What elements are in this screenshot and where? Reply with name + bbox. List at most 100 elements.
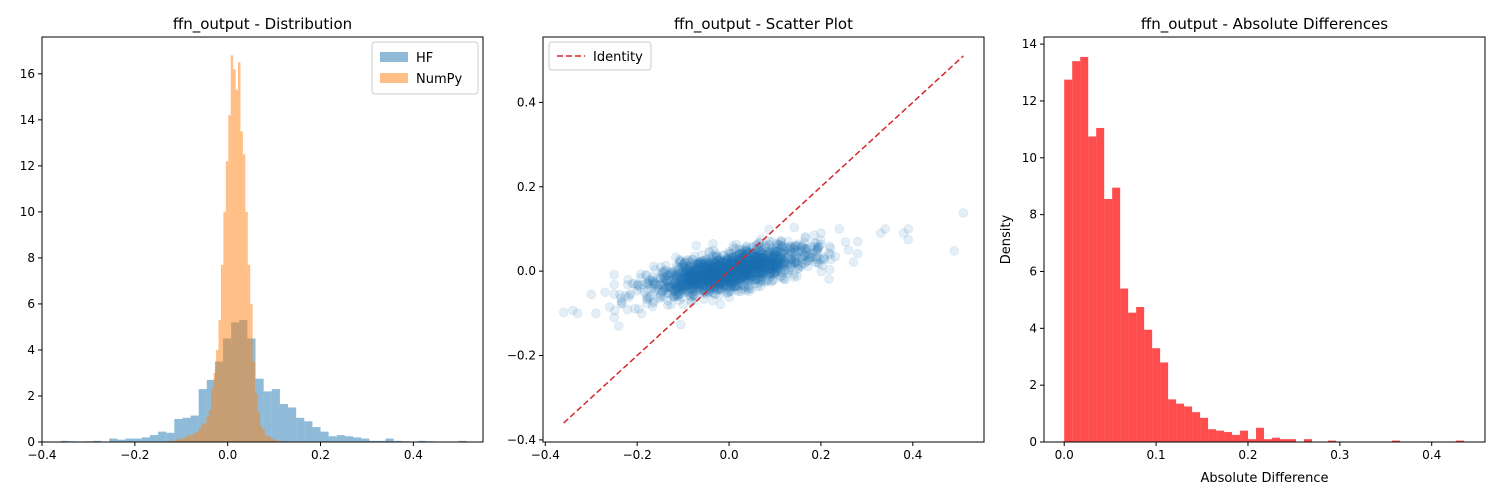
scatter-point bbox=[744, 253, 754, 264]
histogram-bar bbox=[1144, 329, 1153, 442]
scatter-point bbox=[756, 263, 766, 273]
scatter-point bbox=[676, 282, 687, 292]
histogram-bar bbox=[198, 389, 207, 442]
x-tick-label: −0.2 bbox=[623, 448, 652, 462]
scatter-point bbox=[600, 287, 610, 298]
histogram-bar bbox=[238, 62, 241, 442]
scatter-point bbox=[803, 244, 813, 254]
scatter-point bbox=[591, 308, 601, 319]
scatter-point bbox=[684, 273, 695, 284]
scatter-point bbox=[730, 277, 741, 287]
scatter-point bbox=[679, 271, 690, 282]
scatter-point bbox=[637, 279, 648, 290]
histogram-bar bbox=[1216, 430, 1225, 442]
scatter-point bbox=[709, 271, 719, 281]
scatter-point bbox=[715, 261, 726, 271]
scatter-point bbox=[668, 269, 679, 280]
scatter-point bbox=[770, 250, 781, 260]
scatter-point bbox=[655, 279, 666, 290]
scatter-point bbox=[695, 268, 706, 278]
scatter-point bbox=[558, 307, 569, 318]
scatter-point bbox=[727, 252, 738, 263]
scatter-point bbox=[749, 267, 759, 278]
scatter-point bbox=[724, 257, 734, 268]
histogram-bar bbox=[279, 440, 282, 442]
histogram-bar bbox=[252, 361, 256, 442]
scatter-point bbox=[693, 259, 703, 269]
histogram-bar bbox=[201, 423, 204, 442]
x-tick-label: 0.2 bbox=[311, 448, 330, 462]
scatter-point bbox=[809, 230, 819, 241]
scatter-point bbox=[701, 289, 711, 299]
scatter-point bbox=[709, 265, 720, 276]
histogram-bar bbox=[320, 431, 329, 442]
histogram-bar bbox=[377, 440, 386, 442]
histogram-bar bbox=[174, 418, 183, 442]
scatter-point bbox=[752, 261, 762, 271]
scatter-point bbox=[790, 257, 801, 268]
scatter-point bbox=[616, 299, 627, 309]
scatter-point bbox=[760, 242, 771, 253]
histogram-bar bbox=[1120, 288, 1129, 442]
scatter-point bbox=[700, 275, 711, 286]
scatter-point bbox=[732, 276, 743, 286]
scatter-point bbox=[760, 262, 771, 273]
scatter-point bbox=[746, 258, 757, 269]
scatter-point bbox=[739, 271, 750, 282]
scatter-point bbox=[709, 271, 719, 281]
scatter-point bbox=[705, 286, 715, 296]
scatter-point bbox=[728, 277, 738, 288]
scatter-point bbox=[747, 262, 757, 273]
scatter-point bbox=[673, 279, 684, 290]
scatter-point bbox=[759, 256, 770, 267]
scatter-point bbox=[813, 242, 823, 253]
scatter-point bbox=[715, 299, 726, 310]
scatter-point bbox=[757, 260, 768, 271]
y-tick-label: 2 bbox=[27, 389, 35, 403]
scatter-point bbox=[690, 280, 701, 291]
scatter-point bbox=[729, 253, 740, 263]
scatter-point bbox=[684, 257, 695, 268]
scatter-point bbox=[719, 281, 729, 291]
scatter-point bbox=[802, 243, 813, 254]
histogram-bar bbox=[1256, 427, 1265, 442]
y-tick-label: 12 bbox=[20, 159, 35, 173]
histogram-bar bbox=[1152, 348, 1161, 442]
scatter-point bbox=[753, 272, 764, 283]
scatter-point bbox=[690, 293, 700, 303]
scatter-point bbox=[811, 257, 821, 268]
scatter-point bbox=[880, 224, 891, 234]
scatter-point bbox=[958, 208, 969, 218]
scatter-point bbox=[734, 273, 745, 283]
scatter-point bbox=[705, 275, 716, 285]
scatter-point bbox=[725, 262, 735, 273]
histogram-bar bbox=[1208, 429, 1217, 442]
scatter-point bbox=[661, 276, 672, 287]
scatter-point bbox=[949, 246, 959, 256]
scatter-point bbox=[725, 258, 735, 269]
scatter-point bbox=[661, 282, 672, 293]
scatter-point bbox=[709, 264, 720, 274]
x-tick-label: 0.4 bbox=[1422, 448, 1441, 462]
scatter-point bbox=[754, 254, 765, 265]
scatter-point bbox=[771, 254, 782, 265]
scatter-point bbox=[778, 248, 789, 258]
scatter-point bbox=[690, 269, 700, 279]
scatter-point bbox=[819, 252, 830, 262]
scatter-point bbox=[731, 273, 742, 283]
y-tick-label: 0.2 bbox=[517, 180, 536, 194]
scatter-point bbox=[673, 291, 683, 302]
scatter-point bbox=[795, 261, 806, 272]
scatter-point bbox=[744, 283, 754, 293]
scatter-point bbox=[675, 274, 685, 284]
scatter-point bbox=[649, 276, 659, 287]
scatter-point bbox=[819, 254, 830, 265]
scatter-point bbox=[716, 261, 727, 272]
scatter-point bbox=[734, 274, 745, 284]
scatter-point bbox=[688, 271, 699, 282]
scatter-point bbox=[680, 257, 690, 267]
scatter-point bbox=[689, 261, 700, 272]
scatter-point bbox=[683, 267, 693, 278]
scatter-point bbox=[684, 278, 695, 289]
scatter-point bbox=[691, 270, 701, 280]
